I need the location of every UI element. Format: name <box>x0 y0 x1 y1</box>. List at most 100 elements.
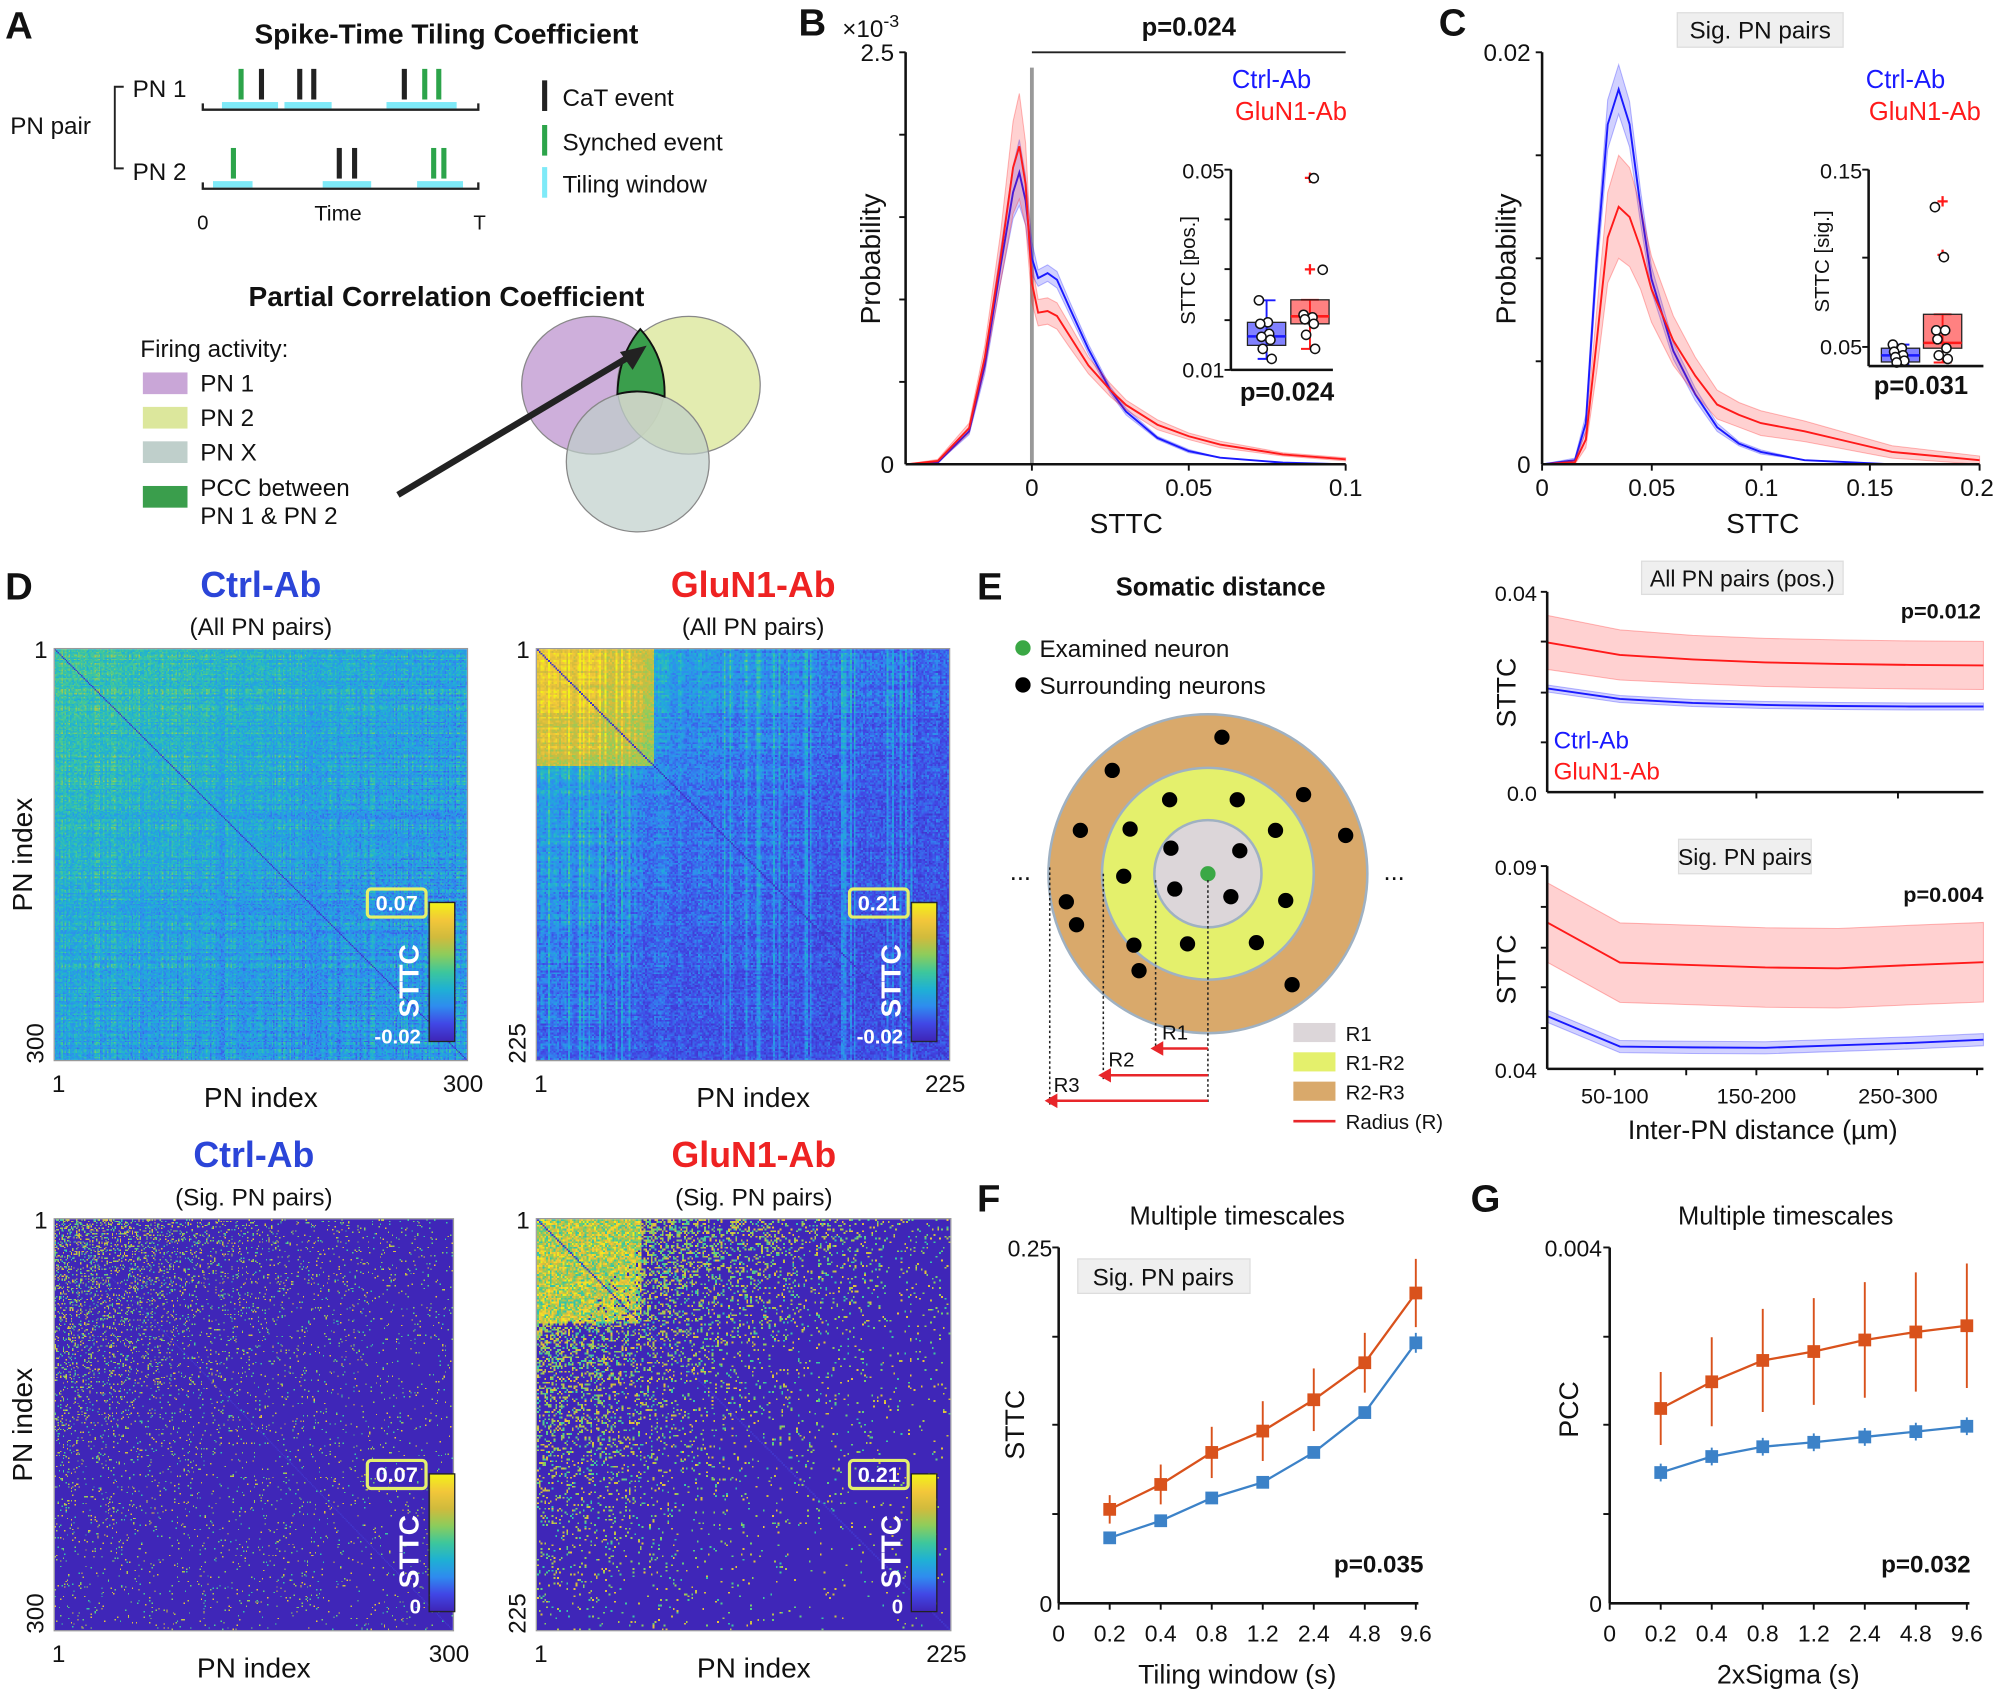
outlier-marker: + <box>1304 259 1316 281</box>
data-point <box>1300 329 1312 341</box>
legend-cat-event: CaT event <box>562 85 674 112</box>
chart-c-inset: ++ <box>1862 168 1984 368</box>
c-title: Sig. PN pairs <box>1690 17 1831 44</box>
b-inset-pvalue: p=0.024 <box>1240 379 1335 407</box>
e-xtick: 150-200 <box>1717 1083 1797 1108</box>
tiling-window <box>221 102 279 109</box>
venn-diagram <box>396 315 761 533</box>
c-ylabel: Probability <box>1490 193 1521 324</box>
data-point-orange <box>1307 1393 1321 1407</box>
data-point-blue <box>1307 1446 1321 1459</box>
e-xtick: 250-300 <box>1858 1083 1938 1108</box>
data-point <box>1939 324 1951 336</box>
data-point-orange <box>1654 1402 1668 1415</box>
legend-r2r3: R2-R3 <box>1346 1082 1405 1104</box>
chart-f: 0 0.2 0.4 0.8 1.2 2.4 4.8 9.6 <box>1052 1246 1432 1647</box>
panel-e-right-text: All PN pairs (pos.) p=0.012 0.04 0.0 STT… <box>1491 560 1983 1145</box>
b-y-exponent: -3 <box>883 11 899 31</box>
data-point <box>1317 264 1329 276</box>
g-ylabel: PCC <box>1554 1381 1584 1438</box>
x-tick-label: 2.4 <box>1298 1621 1330 1647</box>
b-ytick-0: 0 <box>881 452 894 479</box>
cat-event <box>311 68 317 100</box>
x-tick-label: 0.2 <box>1094 1621 1126 1647</box>
surrounding-neuron <box>1179 936 1196 952</box>
surrounding-neuron <box>1126 937 1142 953</box>
panel-fg-text: Multiple timescales Sig. PN pairs p=0.03… <box>1000 1202 1970 1689</box>
colorbar <box>428 1473 456 1613</box>
data-point-orange <box>1705 1375 1719 1389</box>
panel-label-e: E <box>977 565 1003 608</box>
f-pvalue: p=0.035 <box>1334 1552 1424 1579</box>
sttc-title: Spike-Time Tiling Coefficient <box>254 18 638 49</box>
chart-g: 0 0.2 0.4 0.8 1.2 2.4 4.8 9.6 <box>1603 1246 1983 1647</box>
data-point-blue <box>1205 1491 1219 1505</box>
pn-pair-label: PN pair <box>10 113 91 140</box>
radius-guides <box>1048 867 1209 1105</box>
data-point <box>1299 313 1311 325</box>
time-end: T <box>473 213 485 235</box>
x-tick-label: 1.2 <box>1247 1621 1279 1647</box>
data-point-orange <box>1909 1325 1923 1339</box>
surrounding-neuron <box>1229 792 1245 808</box>
tiling-window <box>322 181 372 188</box>
tiling-window <box>284 102 332 109</box>
time-axis <box>201 182 480 190</box>
surrounding-neuron <box>1122 821 1138 837</box>
synched-event <box>238 68 244 100</box>
e-top-pvalue: p=0.012 <box>1901 599 1981 624</box>
e-bottom-badge <box>1677 838 1812 875</box>
time-label: Time <box>314 201 361 226</box>
b-y-multiplier: ×10-3 <box>842 11 899 43</box>
r2-label: R2 <box>1108 1049 1134 1071</box>
e-top-title: All PN pairs (pos.) <box>1650 566 1835 592</box>
e-top-ytick-0: 0.0 <box>1507 781 1537 806</box>
legend-examined: Examined neuron <box>1040 636 1230 663</box>
surrounding-neurons <box>1058 729 1354 993</box>
panel-e: Somatic distance Examined neuron Surroun… <box>1010 574 1443 1134</box>
data-point <box>1309 343 1321 355</box>
legend-pn2: PN 2 <box>200 405 254 432</box>
x-tick-label: 4.8 <box>1349 1621 1381 1647</box>
sem-band-1 <box>906 93 1347 465</box>
chart-b <box>899 51 1347 471</box>
time-axis <box>201 103 480 111</box>
pcc-arrow-head <box>619 345 647 370</box>
e-xtick: 50-100 <box>1581 1083 1648 1108</box>
data-point <box>1308 318 1320 330</box>
series-line-1 <box>1542 205 1980 466</box>
surrounding-neuron <box>1058 894 1074 910</box>
data-point <box>1932 333 1943 345</box>
data-point <box>1265 334 1276 346</box>
panel-label-c: C <box>1439 2 1467 45</box>
b-inset-ytick-min: 0.01 <box>1182 358 1224 383</box>
surrounding-neuron <box>1131 963 1147 979</box>
pn2-label: PN 2 <box>133 159 187 186</box>
data-point <box>1256 331 1267 343</box>
legend-r1: R1 <box>1346 1024 1372 1046</box>
synched-event <box>441 147 447 179</box>
x-tick-label: 4.8 <box>1900 1621 1932 1647</box>
sem-band-1 <box>1546 881 1984 1009</box>
chart-c <box>1535 51 1981 471</box>
x-tick-label: 0.8 <box>1196 1621 1228 1647</box>
data-point-blue <box>1909 1425 1923 1438</box>
data-point-blue <box>1256 1475 1270 1489</box>
legend-radius: Radius (R) <box>1346 1112 1443 1134</box>
surrounding-neuron <box>1248 934 1265 951</box>
c-inset-ytick-max: 0.15 <box>1820 159 1862 184</box>
series-line-0 <box>1547 687 1984 708</box>
c-inset-ylabel: STTC [sig.] <box>1812 210 1834 312</box>
f-badge-label: Sig. PN pairs <box>1093 1265 1234 1292</box>
e-top-ytick-max: 0.04 <box>1495 581 1537 606</box>
surrounding-neuron <box>1267 822 1284 839</box>
surrounding-neuron <box>1232 843 1248 859</box>
legend-r1r2-swatch <box>1293 1052 1336 1072</box>
c-inset-ytick-min: 0.05 <box>1820 335 1862 360</box>
b-xtick: 0 <box>1025 475 1038 502</box>
b-ylabel: Probability <box>855 193 886 324</box>
data-point-orange <box>1358 1356 1372 1370</box>
pcc-arrow <box>396 351 635 498</box>
pn2-swatch <box>142 406 188 429</box>
